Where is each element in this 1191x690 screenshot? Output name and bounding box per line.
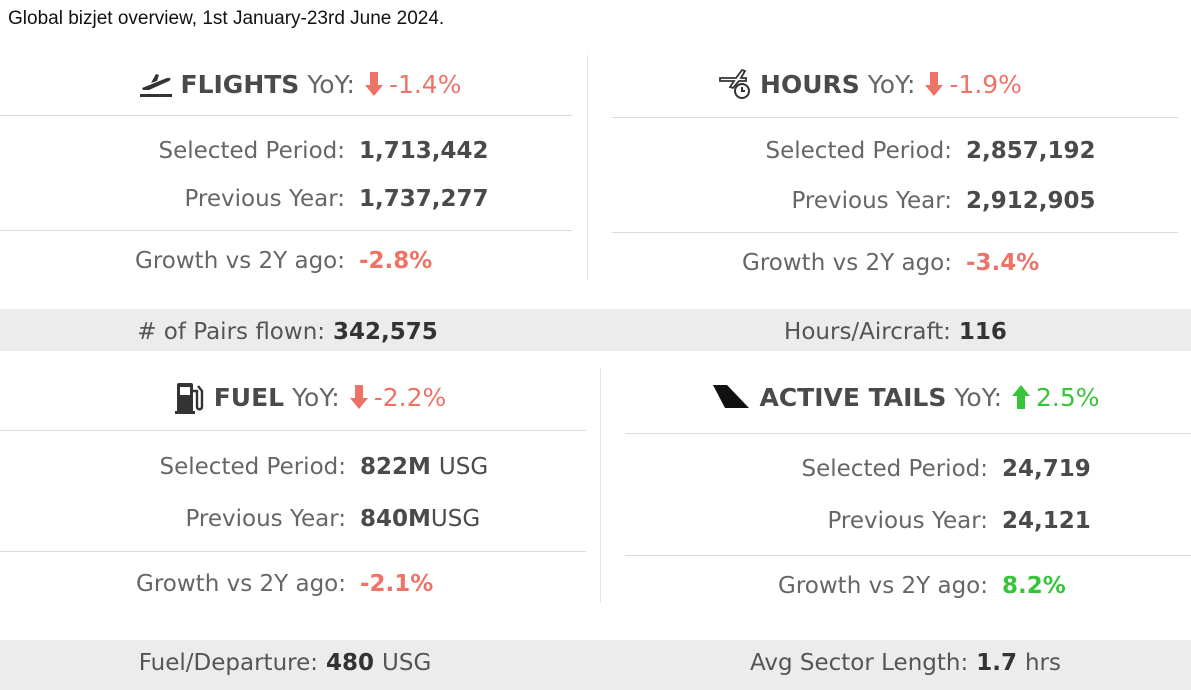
growth-label: Growth vs 2Y ago: [742, 250, 952, 276]
selected-period-unit: USG [438, 454, 489, 480]
hours-yoy-label: YoY: [867, 69, 916, 99]
divider [0, 430, 586, 431]
fuel-per-departure-label: Fuel/Departure: [138, 650, 318, 676]
flights-growth-row: Growth vs 2Y ago: -2.8% [0, 246, 432, 276]
pairs-flown-stat: # of Pairs flown: 342,575 [0, 311, 575, 353]
divider [612, 232, 1178, 233]
active-tails-previous-row: Previous Year: 24,121 [648, 506, 1091, 536]
growth-value: -2.8% [359, 248, 433, 274]
fuel-selected-row: Selected Period: 822M USG [0, 452, 489, 482]
flights-title: FLIGHTS [180, 69, 300, 99]
hours-per-aircraft-label: Hours/Aircraft: [784, 319, 951, 345]
divider [0, 551, 586, 552]
avg-sector-length-label: Avg Sector Length: [749, 650, 969, 676]
selected-period-label: Selected Period: [765, 138, 952, 164]
growth-value: -3.4% [966, 250, 1040, 276]
fuel-growth-row: Growth vs 2Y ago: -2.1% [0, 569, 433, 599]
avg-sector-length-value: 1.7 [976, 650, 1017, 676]
growth-value: -2.1% [360, 571, 434, 597]
hours-per-aircraft-stat: Hours/Aircraft: 116 [600, 311, 1191, 353]
previous-year-label: Previous Year: [184, 186, 345, 212]
fuel-yoy-label: YoY: [292, 382, 340, 412]
arrow-down-icon [364, 71, 383, 97]
previous-year-label: Previous Year: [791, 188, 952, 214]
tail-fin-icon [711, 382, 751, 412]
growth-label: Growth vs 2Y ago: [135, 248, 345, 274]
fuel-previous-row: Previous Year: 840M USG [0, 504, 480, 534]
previous-year-value: 1,737,277 [359, 186, 489, 212]
fuel-yoy-value: -2.2% [373, 382, 447, 412]
selected-period-value: 2,857,192 [966, 138, 1096, 164]
fuel-per-departure-value: 480 [326, 650, 375, 676]
active-tails-header: ACTIVE TAILS YoY: 2.5% [620, 377, 1191, 417]
avg-sector-length-unit: hrs [1024, 650, 1062, 676]
divider [0, 115, 572, 116]
flights-selected-row: Selected Period: 1,713,442 [0, 136, 489, 166]
arrow-down-icon [925, 71, 944, 97]
arrow-up-icon [1012, 384, 1030, 410]
divider [625, 433, 1191, 434]
selected-period-value: 822M [360, 454, 431, 480]
column-divider [600, 368, 601, 603]
selected-period-value: 24,719 [1002, 456, 1091, 482]
avg-sector-length-stat: Avg Sector Length: 1.7 hrs [620, 642, 1191, 684]
fuel-per-departure-unit: USG [382, 650, 432, 676]
flights-yoy-value: -1.4% [388, 69, 462, 99]
active-tails-title: ACTIVE TAILS [759, 382, 947, 412]
summary-band [0, 640, 1191, 690]
flights-previous-row: Previous Year: 1,737,277 [0, 184, 489, 214]
column-divider [587, 55, 588, 280]
active-tails-yoy-label: YoY: [954, 382, 1002, 412]
previous-year-label: Previous Year: [827, 508, 988, 534]
report-caption: Global bizjet overview, 1st January-23rd… [8, 8, 445, 29]
selected-period-label: Selected Period: [158, 138, 345, 164]
plane-clock-icon [718, 68, 752, 100]
previous-year-unit: USG [430, 506, 481, 532]
selected-period-value: 1,713,442 [359, 138, 489, 164]
fuel-per-departure-stat: Fuel/Departure: 480 USG [0, 642, 570, 684]
growth-label: Growth vs 2Y ago: [136, 571, 346, 597]
previous-year-value: 24,121 [1002, 508, 1091, 534]
summary-band [0, 309, 1191, 351]
growth-value: 8.2% [1002, 573, 1066, 599]
pairs-flown-value: 342,575 [333, 319, 438, 345]
plane-takeoff-icon [139, 69, 173, 99]
divider [0, 230, 572, 231]
hours-growth-row: Growth vs 2Y ago: -3.4% [612, 248, 1039, 278]
active-tails-selected-row: Selected Period: 24,719 [648, 454, 1091, 484]
hours-header: HOURS YoY: -1.9% [610, 64, 1130, 104]
divider [625, 555, 1191, 556]
fuel-pump-icon [174, 379, 206, 415]
previous-year-value: 2,912,905 [966, 188, 1096, 214]
hours-previous-row: Previous Year: 2,912,905 [612, 186, 1096, 216]
flights-yoy-label: YoY: [307, 69, 355, 99]
flights-header: FLIGHTS YoY: -1.4% [0, 64, 600, 104]
previous-year-label: Previous Year: [185, 506, 346, 532]
selected-period-label: Selected Period: [801, 456, 988, 482]
active-tails-yoy-value: 2.5% [1036, 382, 1100, 412]
hours-title: HOURS [760, 69, 860, 99]
hours-selected-row: Selected Period: 2,857,192 [612, 136, 1096, 166]
selected-period-label: Selected Period: [159, 454, 346, 480]
fuel-header: FUEL YoY: -2.2% [0, 377, 620, 417]
pairs-flown-label: # of Pairs flown: [137, 319, 326, 345]
hours-per-aircraft-value: 116 [958, 319, 1007, 345]
hours-yoy-value: -1.9% [949, 69, 1022, 99]
growth-label: Growth vs 2Y ago: [778, 573, 988, 599]
divider [612, 117, 1178, 118]
arrow-down-icon [349, 384, 368, 410]
fuel-title: FUEL [213, 382, 285, 412]
active-tails-growth-row: Growth vs 2Y ago: 8.2% [648, 571, 1066, 601]
previous-year-value: 840M [360, 506, 431, 532]
